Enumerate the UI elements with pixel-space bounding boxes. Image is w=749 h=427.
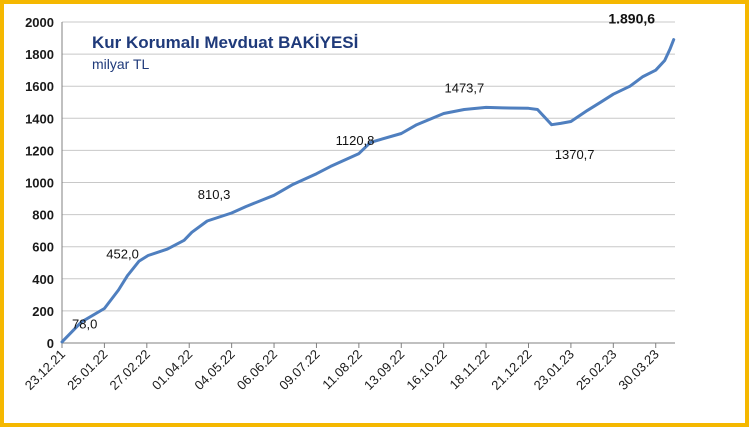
x-tick-label: 23.12.21 (22, 347, 68, 393)
y-tick-label: 1200 (25, 143, 54, 158)
x-tick-label: 23.01.23 (531, 347, 577, 393)
y-tick-label: 600 (32, 240, 54, 255)
chart-subtitle: milyar TL (92, 56, 150, 72)
x-tick-label: 18.11.22 (447, 347, 493, 393)
x-tick-label: 09.07.22 (276, 347, 322, 393)
y-tick-label: 1400 (25, 111, 54, 126)
data-label: 1370,7 (555, 147, 595, 162)
x-tick-label: 25.01.22 (64, 347, 110, 393)
data-label: 1120,8 (336, 133, 375, 148)
x-tick-label: 06.06.22 (234, 347, 280, 393)
x-tick-label: 25.02.23 (573, 347, 619, 393)
y-tick-label: 1000 (25, 176, 54, 191)
x-tick-label: 13.09.22 (361, 347, 407, 393)
y-tick-label: 1800 (25, 47, 54, 62)
x-tick-label: 27.02.22 (107, 347, 153, 393)
y-tick-label: 2000 (25, 15, 54, 30)
x-tick-label: 01.04.22 (149, 347, 195, 393)
chart-title: Kur Korumalı Mevduat BAKİYESİ (92, 33, 359, 52)
data-label: 1.890,6 (608, 11, 655, 27)
x-tick-label: 30.03.23 (615, 347, 661, 393)
series-line-0 (60, 38, 676, 344)
y-tick-label: 1600 (25, 79, 54, 94)
data-label: 78,0 (72, 316, 97, 331)
y-tick-label: 200 (32, 304, 54, 319)
x-tick-label: 21.12.22 (488, 347, 534, 393)
data-label: 1473,7 (444, 80, 484, 95)
y-tick-label: 400 (32, 272, 54, 287)
data-label: 810,3 (198, 187, 231, 202)
data-label: 452,0 (106, 246, 139, 261)
y-tick-label: 0 (47, 336, 54, 351)
x-tick-label: 16.10.22 (403, 347, 449, 393)
x-tick-label: 04.05.22 (191, 347, 237, 393)
y-tick-label: 800 (32, 208, 54, 223)
x-tick-label: 11.08.22 (319, 347, 365, 393)
